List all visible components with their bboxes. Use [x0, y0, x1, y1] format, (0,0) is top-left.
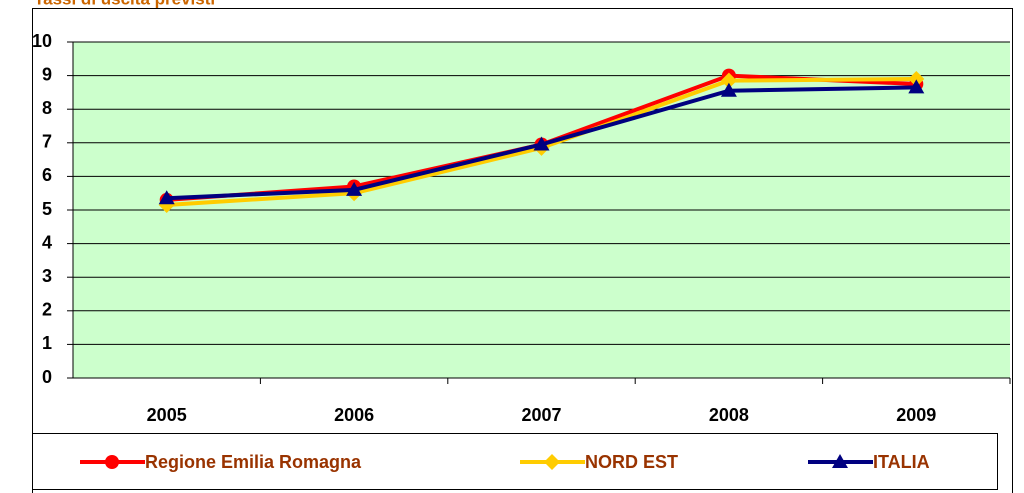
y-tick-label: 5: [42, 199, 52, 219]
marker: [832, 454, 848, 468]
y-tick-label: 3: [42, 266, 52, 286]
marker: [720, 72, 737, 89]
marker: [105, 455, 119, 469]
y-tick-label: 7: [42, 132, 52, 152]
y-tick-label: 8: [42, 98, 52, 118]
marker: [908, 70, 925, 87]
x-tick-label: 2005: [147, 405, 187, 425]
y-tick-label: 9: [42, 64, 52, 84]
legend-label: NORD EST: [585, 452, 678, 472]
y-tick-label: 6: [42, 165, 52, 185]
x-tick-label: 2006: [334, 405, 374, 425]
y-tick-label: 0: [42, 367, 52, 387]
x-tick-label: 2009: [896, 405, 936, 425]
x-tick-label: 2008: [709, 405, 749, 425]
marker: [544, 454, 560, 470]
y-tick-label: 1: [42, 333, 52, 353]
legend-label: ITALIA: [873, 452, 930, 472]
legend-label: Regione Emilia Romagna: [145, 452, 362, 472]
y-tick-label: 10: [32, 31, 52, 51]
chart-title: Tassi di uscita previsti: [34, 0, 215, 8]
marker: [720, 82, 737, 97]
marker: [158, 190, 175, 205]
x-tick-label: 2007: [521, 405, 561, 425]
y-tick-label: 2: [42, 300, 52, 320]
marker: [908, 79, 925, 94]
title-bg: [0, 0, 330, 8]
marker: [533, 136, 550, 151]
marker: [346, 181, 363, 196]
y-tick-label: 4: [42, 232, 52, 252]
